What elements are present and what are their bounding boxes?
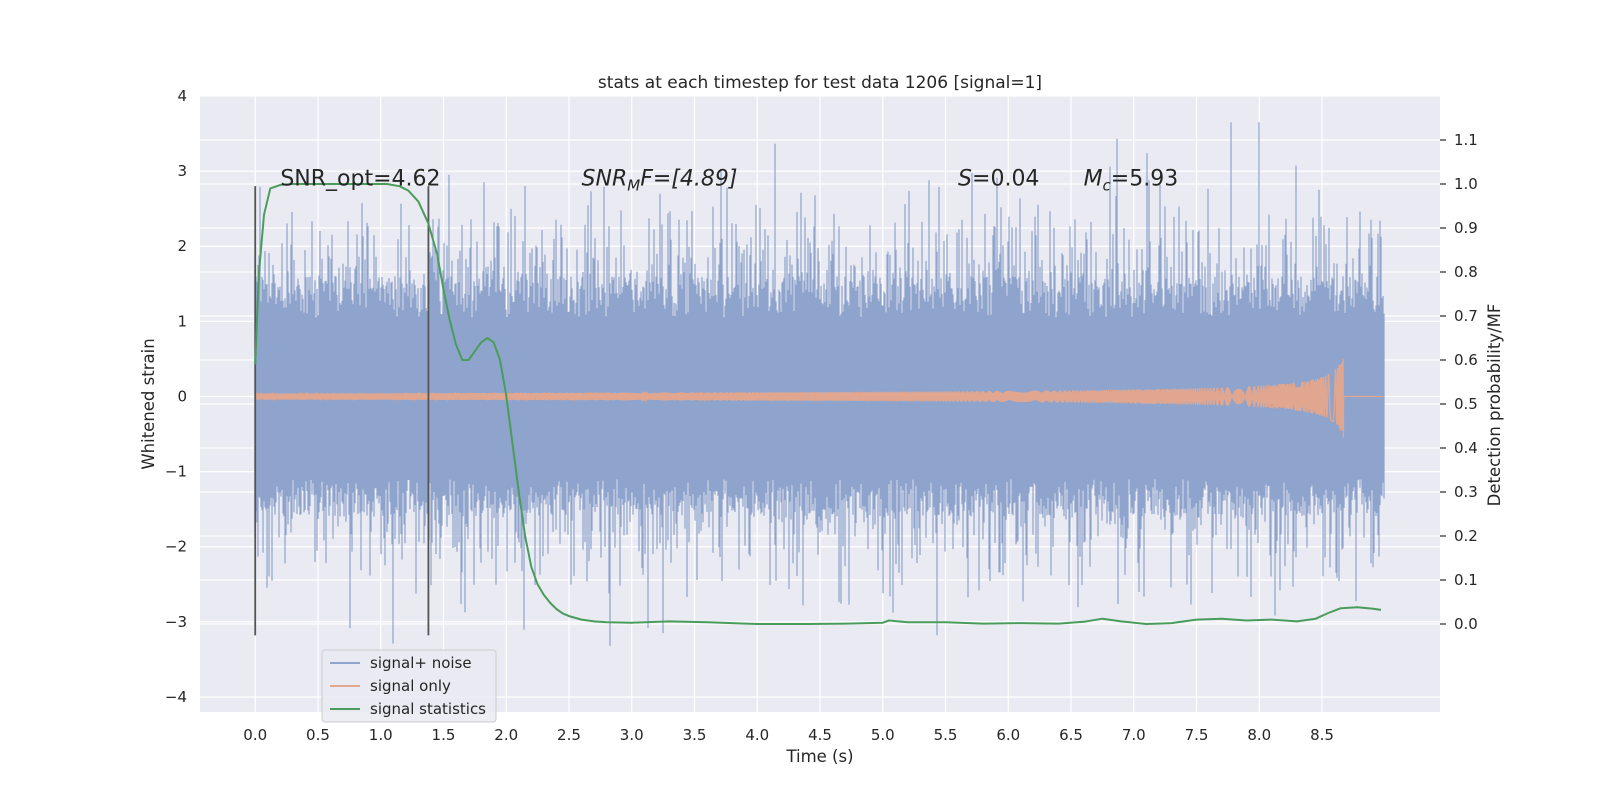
x-tick-label: 5.0 bbox=[871, 726, 895, 744]
y-tick-label: 4 bbox=[177, 87, 187, 105]
y-tick-label: −2 bbox=[165, 538, 187, 556]
x-tick-label: 3.5 bbox=[683, 726, 707, 744]
annotation-s-tail: =0.04 bbox=[972, 167, 1039, 192]
annotation-s: S=0.04 bbox=[958, 167, 1039, 192]
signal-only-line bbox=[254, 358, 1384, 438]
annotation-mc: Mc=5.93 bbox=[1084, 167, 1179, 195]
y-axis-label: Whitened strain bbox=[139, 338, 158, 469]
annotation-s-base: S bbox=[958, 167, 972, 192]
y-tick-label: 1 bbox=[177, 312, 187, 330]
x-tick-label: 2.0 bbox=[494, 726, 518, 744]
y2-tick-label: 0.9 bbox=[1454, 219, 1478, 237]
x-tick-label: 6.5 bbox=[1059, 726, 1083, 744]
x-tick-label: 6.0 bbox=[996, 726, 1020, 744]
y2-tick-label: 0.1 bbox=[1454, 571, 1478, 589]
y-tick-label: −1 bbox=[165, 463, 187, 481]
legend-box bbox=[321, 649, 497, 723]
x-axis-label: Time (s) bbox=[785, 747, 853, 766]
x-tick-label: 7.0 bbox=[1122, 726, 1146, 744]
y2-tick-label: 0.2 bbox=[1454, 527, 1478, 545]
x-tick-label: 7.5 bbox=[1185, 726, 1209, 744]
x-tick-label: 2.5 bbox=[557, 726, 581, 744]
y2-tick-label: 0.0 bbox=[1454, 615, 1478, 633]
annotation-snr-mf: SNRMF=[4.89] bbox=[582, 167, 738, 195]
y-tick-label: −4 bbox=[165, 688, 187, 706]
signal-statistics-series bbox=[254, 183, 1382, 625]
y-tick-label: −3 bbox=[165, 613, 187, 631]
y2-tick-label: 0.3 bbox=[1454, 483, 1478, 501]
x-tick-label: 4.5 bbox=[808, 726, 832, 744]
y2-tick-label: 0.5 bbox=[1454, 395, 1478, 413]
y-tick-label: 2 bbox=[177, 237, 187, 255]
y2-tick-label: 0.6 bbox=[1454, 351, 1478, 369]
annotation-mc-tail: =5.93 bbox=[1111, 167, 1178, 192]
x-tick-label: 0.0 bbox=[243, 726, 267, 744]
x-tick-label: 4.0 bbox=[745, 726, 769, 744]
x-tick-label: 5.5 bbox=[934, 726, 958, 744]
annotation-mc-base: M bbox=[1084, 167, 1103, 192]
annotation-snr-mf-base: SNR bbox=[582, 167, 628, 192]
annotation-mc-sub: c bbox=[1103, 177, 1112, 195]
legend-label-signal-only: signal only bbox=[370, 677, 451, 695]
x-tick-label: 8.0 bbox=[1247, 726, 1271, 744]
x-tick-label: 0.5 bbox=[306, 726, 330, 744]
x-tick-label: 1.5 bbox=[432, 726, 456, 744]
x-tick-label: 3.0 bbox=[620, 726, 644, 744]
annotation-snr-mf-tail: F=[4.89] bbox=[640, 167, 737, 192]
y2-tick-label: 0.7 bbox=[1454, 307, 1478, 325]
y2-axis-label: Detection probability/MF bbox=[1485, 304, 1504, 507]
signal-only-series bbox=[254, 358, 1384, 438]
x-tick-label: 1.0 bbox=[369, 726, 393, 744]
annotation-snr-opt: SNR_opt=4.62 bbox=[280, 167, 440, 192]
y2-tick-label: 1.0 bbox=[1454, 175, 1478, 193]
annotation-snr-mf-sub: M bbox=[627, 177, 640, 195]
axis-ticks: 0.0 0.5 1.0 1.5 2.0 2.5 3.0 3.5 4.0 4.5 5.0 5.5 6.0 6… bbox=[165, 87, 1478, 744]
signal-statistics-line bbox=[254, 183, 1382, 625]
x-tick-label: 8.5 bbox=[1310, 726, 1334, 744]
legend-label-signal-noise: signal+ noise bbox=[370, 654, 472, 672]
y2-tick-label: 0.4 bbox=[1454, 439, 1478, 457]
y2-tick-label: 1.1 bbox=[1454, 131, 1478, 149]
y-tick-label: 0 bbox=[177, 387, 187, 405]
legend-label-signal-statistics: signal statistics bbox=[370, 700, 486, 718]
legend: signal+ noise signal only signal statist… bbox=[321, 649, 497, 723]
vertical-markers bbox=[254, 186, 430, 636]
chart-title: stats at each timestep for test data 120… bbox=[598, 73, 1042, 93]
y-tick-label: 3 bbox=[177, 162, 187, 180]
y2-tick-label: 0.8 bbox=[1454, 263, 1478, 281]
